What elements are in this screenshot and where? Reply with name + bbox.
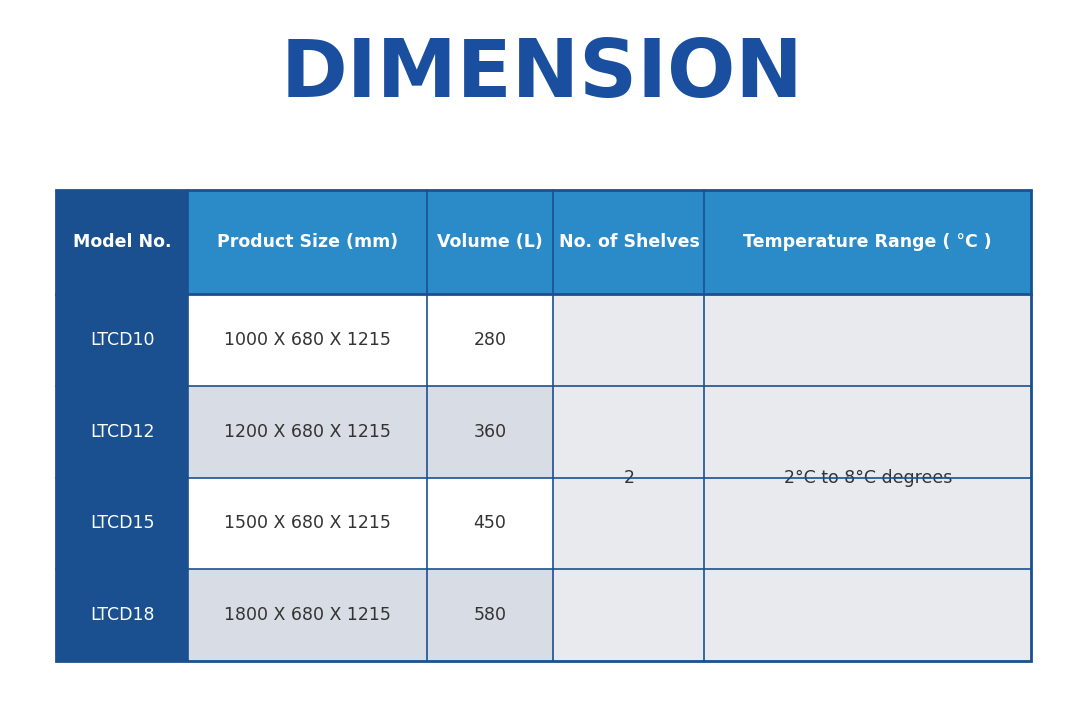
Text: LTCD15: LTCD15	[90, 514, 155, 533]
Text: Model No.: Model No.	[73, 233, 171, 251]
Bar	[188, 478, 427, 569]
Text: No. of Shelves: No. of Shelves	[559, 233, 700, 251]
Text: DIMENSION: DIMENSION	[280, 37, 803, 114]
Bar	[56, 190, 188, 294]
Bar	[427, 190, 553, 294]
Bar	[56, 294, 188, 386]
Text: 280: 280	[473, 331, 507, 349]
Bar	[188, 386, 427, 478]
Bar	[56, 386, 188, 478]
Text: LTCD12: LTCD12	[90, 422, 155, 441]
Text: LTCD10: LTCD10	[90, 331, 155, 349]
Bar	[427, 478, 553, 569]
Text: 2: 2	[624, 468, 635, 487]
Text: 450: 450	[473, 514, 507, 533]
Bar	[188, 190, 427, 294]
Text: 1500 X 680 X 1215: 1500 X 680 X 1215	[224, 514, 391, 533]
Text: 580: 580	[473, 606, 507, 625]
Bar	[704, 294, 1031, 661]
Text: Temperature Range ( °C ): Temperature Range ( °C )	[743, 233, 992, 251]
Text: 2°C to 8°C degrees: 2°C to 8°C degrees	[784, 468, 952, 487]
Text: LTCD18: LTCD18	[90, 606, 155, 625]
Text: 1200 X 680 X 1215: 1200 X 680 X 1215	[224, 422, 391, 441]
Bar	[56, 190, 1031, 661]
Bar	[56, 478, 188, 569]
Bar	[427, 294, 553, 386]
Bar	[188, 569, 427, 661]
Text: Product Size (mm): Product Size (mm)	[217, 233, 397, 251]
Bar	[427, 386, 553, 478]
Text: Volume (L): Volume (L)	[438, 233, 543, 251]
Bar	[704, 190, 1031, 294]
Text: 360: 360	[473, 422, 507, 441]
Bar	[56, 569, 188, 661]
Bar	[553, 190, 704, 294]
Text: 1000 X 680 X 1215: 1000 X 680 X 1215	[224, 331, 391, 349]
Bar	[427, 569, 553, 661]
Bar	[553, 294, 704, 661]
Text: 1800 X 680 X 1215: 1800 X 680 X 1215	[224, 606, 391, 625]
Bar	[188, 294, 427, 386]
